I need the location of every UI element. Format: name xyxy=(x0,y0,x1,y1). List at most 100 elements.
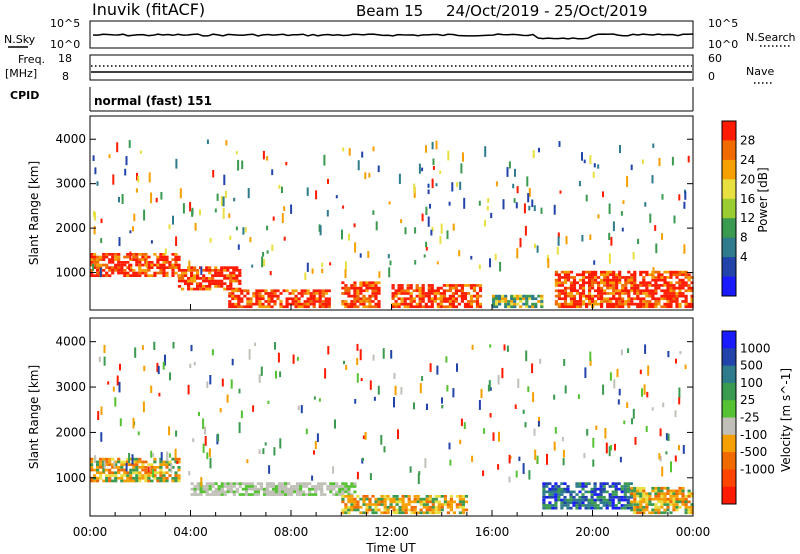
heatmap-cell xyxy=(657,278,661,282)
heatmap-cell xyxy=(639,305,643,309)
heatmap-cell xyxy=(504,302,508,306)
heatmap-cell xyxy=(141,468,145,472)
heatmap-cell xyxy=(193,266,197,269)
heatmap-cell xyxy=(92,155,95,161)
heatmap-cell xyxy=(123,479,127,483)
heatmap-cell xyxy=(171,269,175,272)
heatmap-cell xyxy=(563,292,568,295)
heatmap-cell xyxy=(464,495,469,498)
heatmap-cell xyxy=(421,289,425,293)
heatmap-cell xyxy=(669,305,673,309)
heatmap-cell xyxy=(569,289,574,293)
heatmap-cell xyxy=(410,511,414,515)
heatmap-cell xyxy=(353,223,356,228)
heatmap-cell xyxy=(223,269,227,272)
heatmap-cell xyxy=(657,270,661,274)
heatmap-cell xyxy=(350,302,354,306)
heatmap-cell xyxy=(165,271,169,275)
heatmap-cell xyxy=(670,461,672,473)
heatmap-cell xyxy=(609,286,613,290)
heatmap-cell xyxy=(436,286,440,290)
heatmap-cell xyxy=(108,457,112,461)
heatmap-cell xyxy=(147,474,151,477)
heatmap-cell xyxy=(466,300,471,303)
heatmap-cell xyxy=(572,289,577,293)
heatmap-cell xyxy=(294,300,298,303)
heatmap-cell xyxy=(241,487,245,491)
heatmap-cell xyxy=(258,302,262,306)
heatmap-cell xyxy=(168,426,171,436)
heatmap-cell xyxy=(171,258,175,261)
heatmap-cell xyxy=(639,270,643,274)
heatmap-cell xyxy=(618,292,622,295)
heatmap-cell xyxy=(250,485,254,488)
heatmap-cell xyxy=(202,487,206,491)
heatmap-cell xyxy=(660,500,664,504)
heatmap-cell xyxy=(501,367,504,379)
heatmap-cell xyxy=(359,292,363,295)
heatmap-cell xyxy=(361,151,364,158)
heatmap-cell xyxy=(247,188,250,199)
heatmap-cell xyxy=(425,246,428,251)
heatmap-cell xyxy=(262,487,267,491)
heatmap-cell xyxy=(371,289,375,293)
heatmap-cell xyxy=(270,300,274,303)
heatmap-cell xyxy=(214,285,218,288)
heatmap-cell xyxy=(315,289,319,293)
heatmap-cell xyxy=(651,297,655,301)
heatmap-cell xyxy=(566,485,570,488)
heatmap-cell xyxy=(265,490,270,494)
heatmap-cell xyxy=(279,371,282,378)
heatmap-cell xyxy=(669,284,673,287)
heatmap-cell xyxy=(456,182,459,188)
heatmap-cell xyxy=(306,292,310,295)
heatmap-cell xyxy=(611,485,615,488)
heatmap-cell xyxy=(584,485,588,488)
heatmap-cell xyxy=(540,305,544,309)
heatmap-cell xyxy=(522,463,525,474)
heatmap-cell xyxy=(421,292,425,295)
heatmap-cell xyxy=(177,460,181,464)
heatmap-cell xyxy=(111,261,115,264)
heatmap-cell xyxy=(528,294,532,298)
heatmap-cell xyxy=(190,287,194,291)
colorbar-tick-label: -500 xyxy=(740,445,767,459)
heatmap-cell xyxy=(566,302,571,306)
heatmap-cell xyxy=(588,284,592,287)
heatmap-cell xyxy=(588,302,592,306)
heatmap-cell xyxy=(120,476,124,480)
heatmap-cell xyxy=(542,482,546,485)
heatmap-cell xyxy=(353,294,357,298)
heatmap-cell xyxy=(377,286,381,290)
heatmap-cell xyxy=(657,492,661,495)
heatmap-cell xyxy=(681,292,685,295)
colorbar-swatch xyxy=(722,331,736,349)
heatmap-cell xyxy=(300,294,304,298)
heatmap-cell xyxy=(382,348,385,359)
heatmap-cell xyxy=(478,264,481,270)
heatmap-cell xyxy=(196,485,200,488)
heatmap-cell xyxy=(147,479,151,483)
heatmap-cell xyxy=(96,261,100,264)
heatmap-cell xyxy=(264,289,268,293)
heatmap-cell xyxy=(633,511,637,515)
heatmap-cell xyxy=(123,460,127,464)
heatmap-cell xyxy=(633,286,637,290)
heatmap-cell xyxy=(90,466,94,469)
heatmap-cell xyxy=(162,258,166,261)
heatmap-cell xyxy=(426,403,428,410)
heatmap-cell xyxy=(639,273,643,277)
heatmap-cell xyxy=(651,276,655,279)
heatmap-cell xyxy=(606,302,610,306)
heatmap-cell xyxy=(386,511,390,515)
heatmap-cell xyxy=(666,492,670,495)
heatmap-cell xyxy=(642,270,646,274)
heatmap-cell xyxy=(623,490,627,494)
heatmap-cell xyxy=(168,263,172,267)
heatmap-cell xyxy=(350,284,354,287)
heatmap-cell xyxy=(626,485,630,488)
heatmap-cell xyxy=(216,193,219,201)
heatmap-cell xyxy=(608,446,611,457)
heatmap-cell xyxy=(418,297,422,301)
heatmap-cell xyxy=(108,460,112,464)
